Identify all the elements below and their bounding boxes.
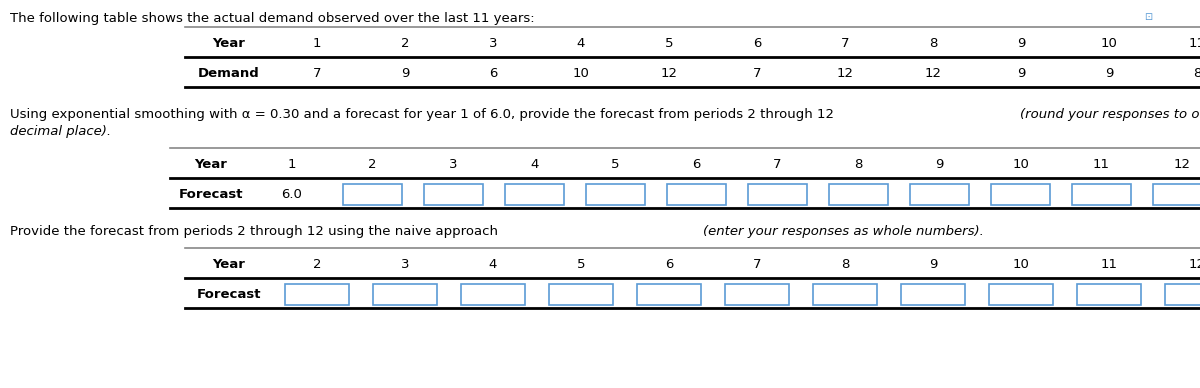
- Text: 7: 7: [773, 158, 781, 171]
- Text: Forecast: Forecast: [197, 288, 262, 301]
- Bar: [425, 184, 482, 205]
- Text: 4: 4: [577, 37, 586, 50]
- Text: Year: Year: [194, 158, 227, 171]
- Bar: [373, 284, 437, 305]
- Text: 9: 9: [1105, 67, 1114, 80]
- Bar: [749, 184, 806, 205]
- Text: Year: Year: [212, 258, 246, 271]
- Text: 10: 10: [572, 67, 589, 80]
- Text: 3: 3: [449, 158, 457, 171]
- Text: ⊡: ⊡: [1144, 12, 1152, 22]
- Bar: [550, 284, 613, 305]
- Bar: [901, 284, 965, 305]
- Bar: [461, 284, 524, 305]
- Text: (enter your responses as whole numbers).: (enter your responses as whole numbers).: [703, 225, 984, 238]
- Text: 5: 5: [577, 258, 586, 271]
- Text: The following table shows the actual demand observed over the last 11 years:: The following table shows the actual dem…: [10, 12, 535, 25]
- Text: decimal place).: decimal place).: [10, 125, 112, 138]
- Bar: [637, 284, 701, 305]
- Bar: [814, 284, 877, 305]
- Text: 3: 3: [488, 37, 497, 50]
- Text: 8: 8: [1193, 67, 1200, 80]
- Bar: [343, 184, 402, 205]
- Text: (round your responses to one: (round your responses to one: [1020, 108, 1200, 121]
- Bar: [286, 284, 349, 305]
- Text: 8: 8: [854, 158, 863, 171]
- Text: 6.0: 6.0: [281, 188, 302, 201]
- Text: 12: 12: [836, 67, 853, 80]
- Text: Year: Year: [212, 37, 246, 50]
- Text: 11: 11: [1188, 37, 1200, 50]
- Bar: [829, 184, 888, 205]
- Text: Demand: Demand: [198, 67, 260, 80]
- Text: 9: 9: [401, 67, 409, 80]
- Text: 4: 4: [488, 258, 497, 271]
- Text: 6: 6: [752, 37, 761, 50]
- Bar: [505, 184, 564, 205]
- Bar: [1153, 184, 1200, 205]
- Bar: [911, 184, 968, 205]
- Text: 6: 6: [665, 258, 673, 271]
- Text: 8: 8: [841, 258, 850, 271]
- Bar: [1078, 284, 1141, 305]
- Text: 9: 9: [1016, 37, 1025, 50]
- Text: Using exponential smoothing with α = 0.30 and a forecast for year 1 of 6.0, prov: Using exponential smoothing with α = 0.3…: [10, 108, 839, 121]
- Text: 2: 2: [368, 158, 377, 171]
- Text: 12: 12: [924, 67, 942, 80]
- Bar: [725, 284, 788, 305]
- Text: 2: 2: [313, 258, 322, 271]
- Text: 7: 7: [313, 67, 322, 80]
- Text: 10: 10: [1013, 258, 1030, 271]
- Text: 4: 4: [530, 158, 539, 171]
- Text: 7: 7: [841, 37, 850, 50]
- Text: 1: 1: [313, 37, 322, 50]
- Text: Forecast: Forecast: [179, 188, 242, 201]
- Text: 2: 2: [401, 37, 409, 50]
- Bar: [991, 184, 1050, 205]
- Text: 3: 3: [401, 258, 409, 271]
- Bar: [989, 284, 1052, 305]
- Text: 9: 9: [935, 158, 943, 171]
- Text: 1: 1: [287, 158, 295, 171]
- Bar: [667, 184, 726, 205]
- Text: 7: 7: [752, 67, 761, 80]
- Bar: [1165, 284, 1200, 305]
- Text: 7: 7: [752, 258, 761, 271]
- Text: 5: 5: [665, 37, 673, 50]
- Text: 5: 5: [611, 158, 619, 171]
- Bar: [1073, 184, 1130, 205]
- Text: 9: 9: [1016, 67, 1025, 80]
- Text: 12: 12: [1188, 258, 1200, 271]
- Text: 11: 11: [1100, 258, 1117, 271]
- Text: 6: 6: [692, 158, 701, 171]
- Text: 9: 9: [929, 258, 937, 271]
- Text: 11: 11: [1093, 158, 1110, 171]
- Text: 10: 10: [1100, 37, 1117, 50]
- Text: 12: 12: [1174, 158, 1190, 171]
- Text: 12: 12: [660, 67, 678, 80]
- Text: 10: 10: [1012, 158, 1028, 171]
- Text: 8: 8: [929, 37, 937, 50]
- Bar: [587, 184, 644, 205]
- Text: Provide the forecast from periods 2 through 12 using the naive approach: Provide the forecast from periods 2 thro…: [10, 225, 503, 238]
- Text: 6: 6: [488, 67, 497, 80]
